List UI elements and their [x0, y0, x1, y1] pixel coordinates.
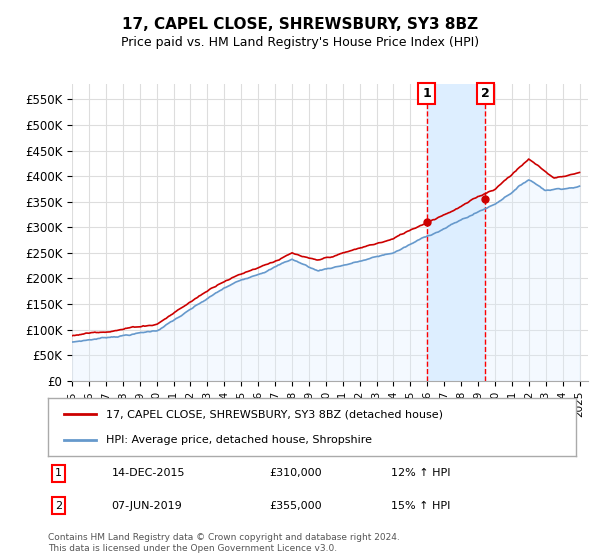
- Text: Price paid vs. HM Land Registry's House Price Index (HPI): Price paid vs. HM Land Registry's House …: [121, 36, 479, 49]
- Bar: [427, 84, 485, 381]
- Text: 07-JUN-2019: 07-JUN-2019: [112, 501, 182, 511]
- Text: 14-DEC-2015: 14-DEC-2015: [112, 468, 185, 478]
- Text: 1: 1: [55, 468, 62, 478]
- Text: HPI: Average price, detached house, Shropshire: HPI: Average price, detached house, Shro…: [106, 435, 372, 445]
- Text: 2: 2: [55, 501, 62, 511]
- Text: 12% ↑ HPI: 12% ↑ HPI: [391, 468, 451, 478]
- Text: 1: 1: [422, 87, 431, 100]
- Text: 2: 2: [481, 87, 490, 100]
- Text: 17, CAPEL CLOSE, SHREWSBURY, SY3 8BZ (detached house): 17, CAPEL CLOSE, SHREWSBURY, SY3 8BZ (de…: [106, 409, 443, 419]
- Text: £310,000: £310,000: [270, 468, 322, 478]
- Text: 17, CAPEL CLOSE, SHREWSBURY, SY3 8BZ: 17, CAPEL CLOSE, SHREWSBURY, SY3 8BZ: [122, 17, 478, 32]
- Text: Contains HM Land Registry data © Crown copyright and database right 2024.
This d: Contains HM Land Registry data © Crown c…: [48, 533, 400, 553]
- Text: 15% ↑ HPI: 15% ↑ HPI: [391, 501, 451, 511]
- Text: £355,000: £355,000: [270, 501, 322, 511]
